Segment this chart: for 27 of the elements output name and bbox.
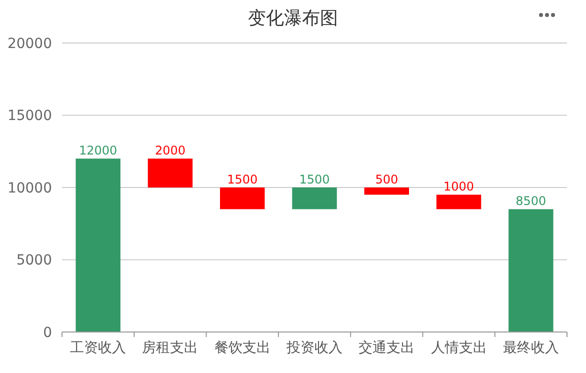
data-label: 2000: [154, 144, 186, 158]
y-tick-label: 20000: [7, 36, 52, 52]
x-tick-label: 房租支出: [142, 340, 198, 356]
y-tick-label: 5000: [16, 252, 52, 269]
bar: [220, 188, 265, 210]
y-tick-label: 10000: [7, 180, 52, 196]
x-tick-label: 交通支出: [358, 340, 415, 356]
bar: [436, 194, 482, 210]
bar: [364, 188, 410, 195]
bar: [292, 188, 337, 210]
chart-title: 变化瀑布图: [248, 8, 338, 29]
y-tick-label: 0: [43, 324, 52, 341]
data-label: 8500: [516, 194, 546, 208]
data-label: 12000: [78, 144, 118, 158]
data-label: 500: [375, 172, 398, 186]
data-label: 1000: [444, 180, 474, 194]
x-tick-label: 人情支出: [430, 340, 487, 356]
data-label: 1500: [299, 172, 330, 186]
x-tick-label: 餐饮支出: [214, 340, 270, 356]
bar: [148, 158, 193, 188]
bar: [76, 158, 120, 332]
x-tick-label: 最终收入: [502, 340, 559, 356]
x-tick-label: 工资收入: [70, 340, 126, 356]
bar: [508, 209, 554, 332]
data-label: 1500: [227, 172, 258, 186]
x-tick-label: 投资收入: [286, 340, 342, 356]
y-tick-label: 15000: [7, 108, 52, 124]
